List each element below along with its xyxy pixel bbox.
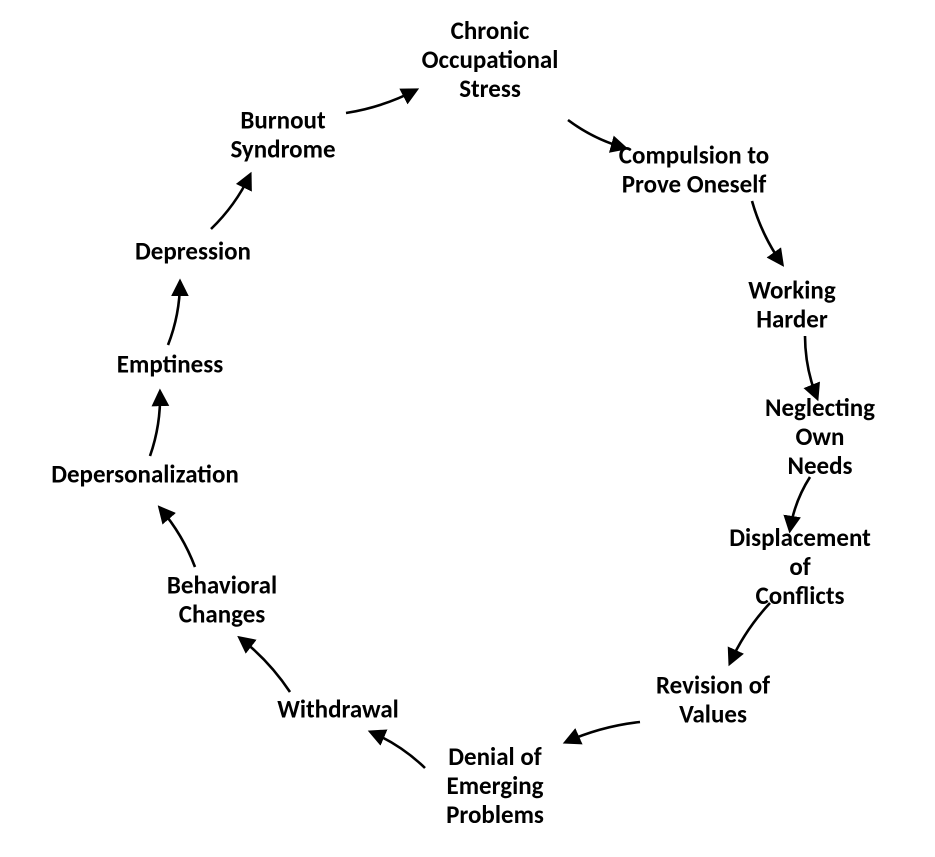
- cycle-arrow-9: [150, 392, 160, 456]
- cycle-arrow-12: [346, 90, 416, 113]
- cycle-arrow-2: [805, 336, 817, 398]
- cycle-arrow-5: [566, 722, 640, 742]
- cycle-arrow-11: [211, 175, 250, 229]
- cycle-node-n7: Withdrawal: [277, 696, 399, 725]
- cycle-node-n5: Revision of Values: [656, 671, 770, 729]
- cycle-arrow-7: [240, 638, 290, 692]
- cycle-node-n4: Displacement of Conflicts: [729, 524, 871, 610]
- cycle-node-n10: Emptiness: [117, 351, 223, 380]
- cycle-arrow-1: [752, 201, 782, 264]
- cycle-arrow-6: [371, 732, 425, 768]
- cycle-node-n8: Behavioral Changes: [167, 571, 277, 629]
- cycle-node-n12: Burnout Syndrome: [230, 106, 335, 164]
- cycle-node-n11: Depression: [135, 238, 251, 267]
- cycle-arrow-8: [160, 508, 195, 567]
- cycle-arrow-4: [730, 603, 770, 663]
- burnout-cycle-diagram: Chronic Occupational Stress Compulsion to…: [0, 0, 935, 857]
- cycle-node-n2: Working Harder: [748, 276, 835, 334]
- cycle-node-n0: Chronic Occupational Stress: [422, 17, 559, 103]
- cycle-arrow-0: [568, 120, 625, 148]
- cycle-node-n6: Denial of Emerging Problems: [446, 743, 544, 829]
- cycle-arrow-10: [168, 282, 180, 345]
- cycle-node-n9: Depersonalization: [51, 461, 239, 490]
- cycle-node-n3: Neglecting Own Needs: [763, 394, 878, 480]
- cycle-node-n1: Compulsion to Prove Oneself: [619, 141, 769, 199]
